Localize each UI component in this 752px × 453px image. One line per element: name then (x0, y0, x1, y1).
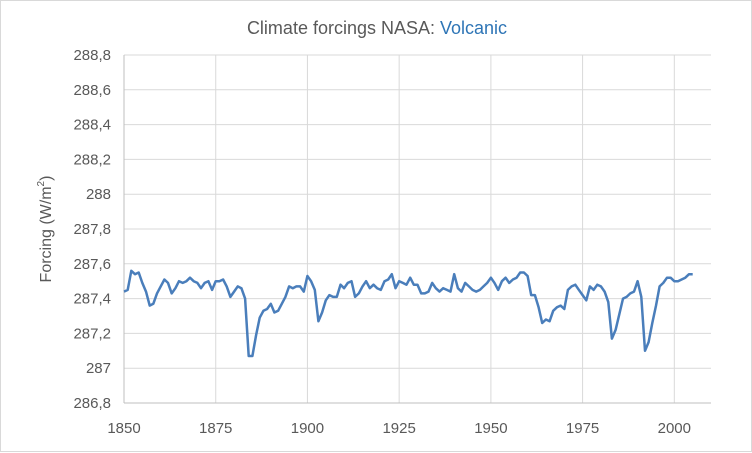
y-axis-label-close: ) (38, 176, 55, 181)
y-tick-label: 286,8 (73, 395, 111, 412)
y-axis-label: Forcing (W/m2) (36, 176, 55, 283)
chart-title-highlight: Volcanic (440, 18, 508, 38)
y-tick-label: 287 (86, 360, 111, 377)
x-tick-label: 1950 (474, 420, 507, 437)
chart-title-prefix: Climate forcings NASA: (246, 18, 440, 38)
x-tick-label: 1850 (107, 420, 140, 437)
y-tick-label: 287,2 (73, 325, 111, 342)
x-tick-label: 1975 (566, 420, 599, 437)
x-tick-label: 2000 (658, 420, 691, 437)
y-tick-label: 287,8 (73, 221, 111, 238)
x-tick-label: 1900 (291, 420, 324, 437)
y-tick-label: 288,8 (73, 47, 111, 64)
y-tick-label: 288 (86, 186, 111, 203)
x-tick-label: 1925 (382, 420, 415, 437)
gridlines (124, 54, 711, 403)
series-line (123, 269, 693, 358)
y-axis-label-sup: 2 (36, 180, 47, 186)
axes (123, 55, 711, 404)
chart-title: Climate forcings NASA: Volcanic (1, 18, 752, 39)
y-tick-label: 288,2 (73, 151, 111, 168)
series-layer (123, 269, 693, 358)
tick-labels: 286,8 287 287,2 287,4 287,6 287,8 288 288,2 288,… (73, 47, 691, 437)
y-tick-label: 288,4 (73, 117, 111, 134)
y-tick-label: 287,6 (73, 256, 111, 273)
y-tick-label: 287,4 (73, 291, 111, 308)
x-tick-label: 1875 (199, 420, 232, 437)
y-axis-label-text: Forcing (W/m (38, 186, 55, 282)
y-tick-label: 288,6 (73, 82, 111, 99)
